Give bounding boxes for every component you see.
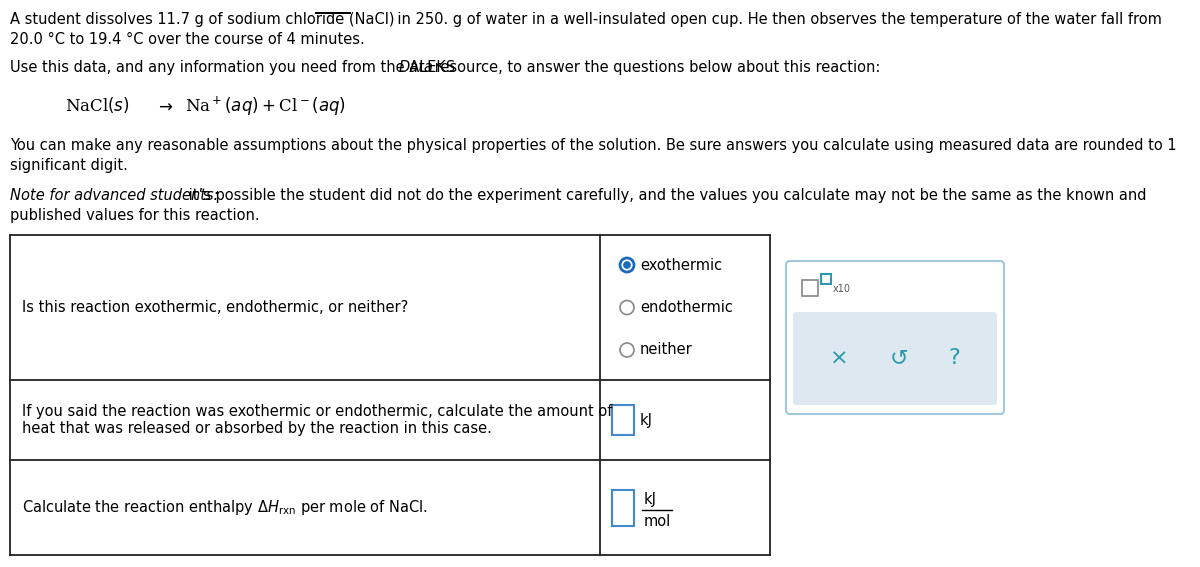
Text: resource, to answer the questions below about this reaction:: resource, to answer the questions below … xyxy=(430,60,881,75)
FancyBboxPatch shape xyxy=(821,274,830,284)
Text: Calculate the reaction enthalpy $\Delta H_{\mathrm{rxn}}$ per mole of NaCl.: Calculate the reaction enthalpy $\Delta … xyxy=(22,498,428,517)
FancyBboxPatch shape xyxy=(802,280,818,296)
Text: ×: × xyxy=(830,349,848,369)
Text: Is this reaction exothermic, endothermic, or neither?: Is this reaction exothermic, endothermic… xyxy=(22,300,408,315)
Text: 20.0 °C to 19.4 °C over the course of 4 minutes.: 20.0 °C to 19.4 °C over the course of 4 … xyxy=(10,32,365,47)
FancyBboxPatch shape xyxy=(793,312,997,405)
Text: exothermic: exothermic xyxy=(640,257,722,273)
Text: published values for this reaction.: published values for this reaction. xyxy=(10,208,259,223)
Circle shape xyxy=(624,262,630,268)
Text: endothermic: endothermic xyxy=(640,300,733,315)
Text: mol: mol xyxy=(644,514,671,529)
Text: it’s possible the student did not do the experiment carefully, and the values yo: it’s possible the student did not do the… xyxy=(184,188,1146,203)
Text: You can make any reasonable assumptions about the physical properties of the sol: You can make any reasonable assumptions … xyxy=(10,138,1177,153)
Text: If you said the reaction was exothermic or endothermic, calculate the amount of
: If you said the reaction was exothermic … xyxy=(22,404,612,436)
FancyBboxPatch shape xyxy=(786,261,1004,414)
FancyBboxPatch shape xyxy=(612,489,634,526)
FancyBboxPatch shape xyxy=(314,12,352,14)
Text: A student dissolves 11.7 g of sodium chloride (NaCl) in 250. g of water in a wel: A student dissolves 11.7 g of sodium chl… xyxy=(10,12,1162,27)
Text: kJ: kJ xyxy=(644,492,658,507)
Text: significant digit.: significant digit. xyxy=(10,158,128,173)
FancyBboxPatch shape xyxy=(612,405,634,435)
Text: $\mathregular{NaCl}(s)$: $\mathregular{NaCl}(s)$ xyxy=(65,95,130,115)
Text: Use this data, and any information you need from the ALEKS: Use this data, and any information you n… xyxy=(10,60,460,75)
Text: Data: Data xyxy=(398,60,434,75)
Text: $\mathregular{Na}^+(aq) + \mathregular{Cl}^-(aq)$: $\mathregular{Na}^+(aq) + \mathregular{C… xyxy=(185,95,346,119)
Text: x10: x10 xyxy=(833,284,851,294)
Text: Note for advanced students:: Note for advanced students: xyxy=(10,188,218,203)
Text: ?: ? xyxy=(948,349,960,369)
Text: neither: neither xyxy=(640,342,692,358)
Text: kJ: kJ xyxy=(640,413,653,428)
Text: $\rightarrow$: $\rightarrow$ xyxy=(155,97,173,115)
Text: ↺: ↺ xyxy=(889,349,908,369)
